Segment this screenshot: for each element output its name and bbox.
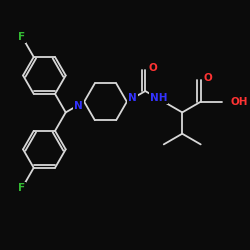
Text: O: O xyxy=(203,74,212,84)
Text: N: N xyxy=(128,93,137,103)
Text: OH: OH xyxy=(231,97,248,107)
Text: NH: NH xyxy=(150,93,168,103)
Text: O: O xyxy=(149,63,158,73)
Text: F: F xyxy=(18,32,25,42)
Text: F: F xyxy=(18,183,25,193)
Text: N: N xyxy=(74,100,83,110)
